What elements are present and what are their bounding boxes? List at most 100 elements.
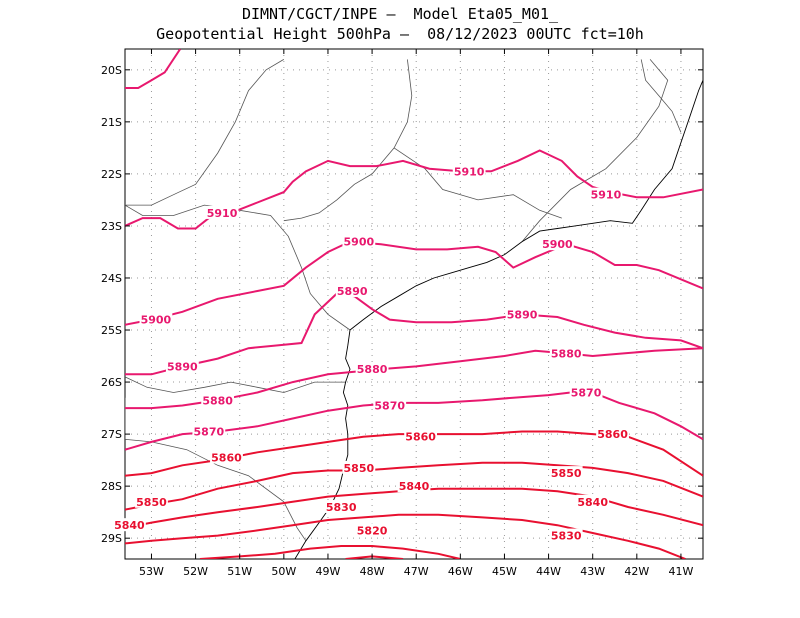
coastline-south: [294, 329, 351, 559]
contour-label-bg: [335, 283, 369, 297]
coastline: [294, 80, 703, 559]
contour-label: 5830: [551, 530, 582, 543]
contour-label: 5860: [211, 452, 242, 465]
contour-label-bg: [192, 424, 226, 438]
contour-label-bg: [355, 523, 389, 537]
contour-label-bg: [576, 494, 610, 508]
lon-tick-label: 52W: [183, 565, 208, 578]
contour-5850: [125, 461, 703, 511]
contour-label: 5900: [542, 238, 573, 251]
contour-label-bg: [452, 164, 486, 178]
contour-5910: [125, 49, 182, 89]
contour-5890: [125, 292, 703, 376]
lon-tick-label: 46W: [448, 565, 473, 578]
contour-label-bg: [201, 393, 235, 407]
contour-labels: 5910 5910 5910 5900 5900 5900 5890 5890 5890 5880…: [113, 164, 629, 543]
contour-label-bg: [113, 518, 146, 532]
contour-5820: [199, 545, 461, 559]
contour-label: 5890: [167, 360, 198, 373]
map-title-line2: Geopotential Height 500hPa – 08/12/2023 …: [156, 25, 644, 43]
contour-label-bg: [404, 429, 438, 443]
contour-label: 5910: [454, 165, 485, 178]
state-border: [393, 147, 562, 219]
contour-5910: [125, 149, 703, 230]
contour-label-bg: [135, 494, 168, 508]
contour-label: 5860: [597, 428, 628, 441]
state-border: [283, 59, 413, 222]
lon-tick-label: 51W: [227, 565, 252, 578]
contour-label-bg: [205, 205, 239, 219]
lon-tick-label: 43W: [580, 565, 605, 578]
contour-label: 5900: [141, 314, 172, 327]
contour-label-bg: [342, 234, 376, 248]
contour-5830: [125, 513, 686, 559]
contour-label: 5870: [194, 426, 225, 439]
coastline-southeast: [349, 80, 703, 331]
contour-label-bg: [589, 187, 623, 201]
contour-label: 5850: [136, 496, 167, 509]
contour-label-bg: [373, 398, 407, 412]
contour-label-bg: [397, 479, 431, 493]
map-title-line1: DIMNT/CGCT/INPE – Model Eta05_M01_: [241, 5, 559, 23]
lon-tick-label: 42W: [624, 565, 649, 578]
lon-tick-label: 50W: [271, 565, 296, 578]
state-border: [125, 438, 307, 542]
contour-label: 5880: [202, 394, 233, 407]
state-border: [640, 59, 682, 133]
contour-label: 5910: [207, 207, 238, 220]
contour-label: 5840: [577, 496, 608, 509]
contour-label: 5850: [551, 467, 582, 480]
map-frame: [124, 48, 704, 560]
contour-label: 5870: [571, 386, 602, 399]
contour-label: 5890: [507, 308, 538, 321]
contour-label-bg: [596, 427, 629, 441]
lat-tick-label: 21S: [101, 116, 122, 129]
lon-tick-label: 45W: [492, 565, 517, 578]
contour-label-bg: [210, 450, 243, 464]
contour-label: 5820: [357, 524, 388, 537]
contour-label: 5870: [374, 399, 405, 412]
lon-tick-label: 49W: [316, 565, 341, 578]
contour-label-bg: [549, 346, 583, 360]
lat-tick-label: 26S: [101, 376, 122, 389]
contour-label-bg: [505, 307, 539, 321]
contour-label-bg: [324, 499, 358, 513]
lat-tick-label: 24S: [101, 272, 122, 285]
state-border: [125, 204, 351, 331]
contour-label-bg: [549, 528, 583, 542]
latitude-axis: 20S 21S 22S 23S 24S 25S 26S 27S 28S 29S: [101, 64, 703, 545]
state-border: [125, 376, 346, 393]
contour-label: 5880: [357, 363, 388, 376]
lat-tick-label: 23S: [101, 220, 122, 233]
lon-tick-label: 44W: [536, 565, 561, 578]
contour-label-bg: [549, 466, 583, 480]
contour-label-bg: [540, 237, 574, 251]
lat-tick-label: 29S: [101, 532, 122, 545]
contour-label: 5840: [399, 480, 430, 493]
contour-label: 5860: [405, 431, 436, 444]
lon-tick-label: 47W: [404, 565, 429, 578]
lat-tick-label: 28S: [101, 480, 122, 493]
contour-5900: [125, 240, 703, 326]
contour-label: 5900: [344, 236, 375, 249]
contour-label-bg: [569, 385, 603, 399]
contour-5840: [125, 487, 703, 529]
contour-label: 5880: [551, 347, 582, 360]
contour-label-bg: [355, 362, 389, 376]
contour-label: 5830: [326, 501, 357, 514]
contour-label: 5840: [114, 519, 145, 532]
contour-label: 5850: [344, 462, 375, 475]
state-borders: [125, 59, 682, 542]
lat-tick-label: 22S: [101, 168, 122, 181]
lat-tick-label: 27S: [101, 428, 122, 441]
contour-label: 5910: [591, 189, 622, 202]
contour-label: 5890: [337, 285, 368, 298]
lon-tick-label: 41W: [669, 565, 694, 578]
longitude-axis: 53W 52W 51W 50W 49W 48W 47W 46W 45W 44W 43W 42W 41W: [139, 49, 693, 578]
contour-label-bg: [342, 460, 376, 474]
state-border: [125, 59, 285, 206]
lat-tick-label: 25S: [101, 324, 122, 337]
lon-tick-label: 48W: [360, 565, 385, 578]
state-border: [521, 59, 669, 242]
